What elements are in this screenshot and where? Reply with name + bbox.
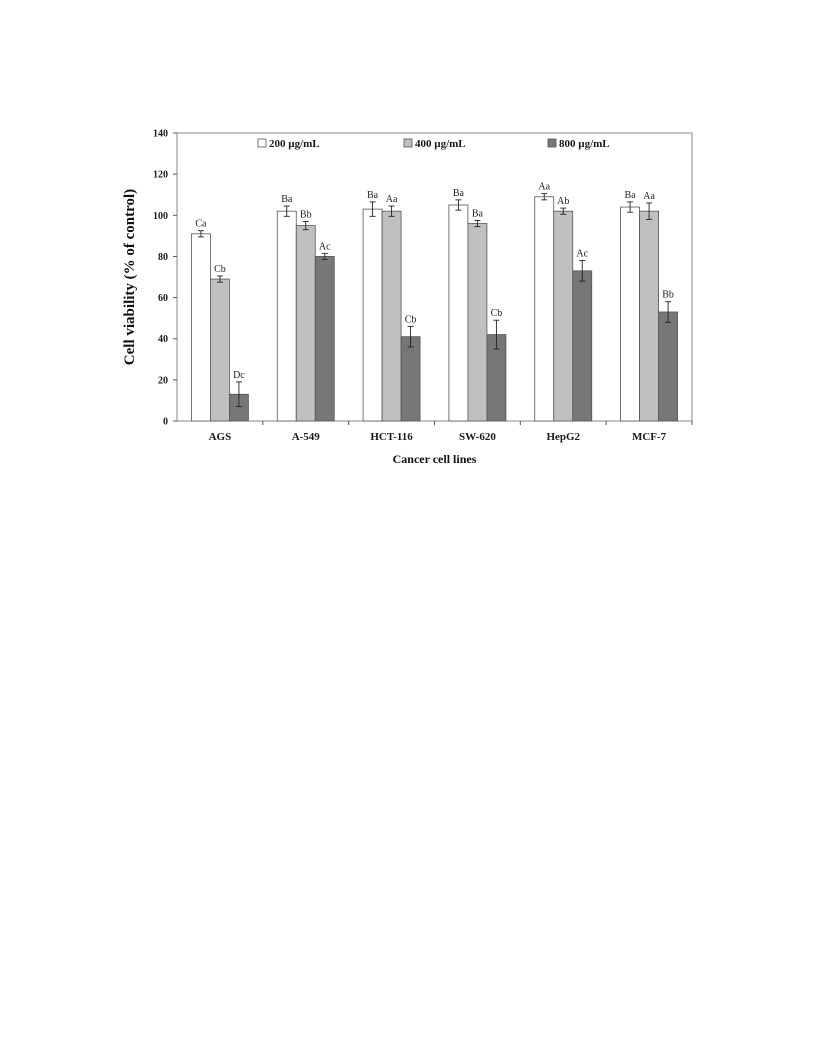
y-tick-label: 80 xyxy=(158,252,168,263)
bar-data-label: Dc xyxy=(233,370,245,381)
bar-data-label: Bb xyxy=(300,209,312,220)
bar-3-hct-116 xyxy=(400,336,421,422)
bar-data-label: Aa xyxy=(386,194,398,205)
y-tick-label: 60 xyxy=(158,293,168,304)
bar-data-label: Ac xyxy=(576,249,588,260)
legend-swatch xyxy=(257,138,267,148)
bar-2-ags xyxy=(210,278,230,422)
y-tick-label: 140 xyxy=(153,129,168,140)
bar-1-ags xyxy=(191,233,211,422)
bar-3-mcf-7 xyxy=(658,311,678,422)
legend-swatch xyxy=(547,138,557,148)
plot-area-frame xyxy=(176,132,693,422)
bar-data-label: Cb xyxy=(491,308,503,319)
y-tick-label: 120 xyxy=(153,170,168,181)
y-tick-label: 0 xyxy=(163,417,168,428)
bar-data-label: Ca xyxy=(195,219,207,230)
y-tick-label: 40 xyxy=(158,334,168,345)
bar-2-hct-116 xyxy=(381,210,402,422)
bar-data-label: Cb xyxy=(214,264,226,275)
bar-data-label: Aa xyxy=(538,182,550,193)
x-category-label: AGS xyxy=(209,431,232,443)
x-category-label: HCT-116 xyxy=(370,431,413,443)
bar-data-label: Aa xyxy=(643,191,655,202)
bar-2-mcf-7 xyxy=(639,210,659,422)
legend-label: 800 µg/mL xyxy=(559,138,610,150)
bar-3-a-549 xyxy=(314,256,335,422)
bar-data-label: Ab xyxy=(557,196,569,207)
bar-2-a-549 xyxy=(295,225,316,422)
bar-data-label: Ba xyxy=(281,194,293,205)
bar-1-hct-116 xyxy=(362,208,383,422)
bar-1-a-549 xyxy=(276,210,297,422)
y-tick-label: 100 xyxy=(153,211,168,222)
x-category-label: MCF-7 xyxy=(632,431,667,443)
bar-1-mcf-7 xyxy=(620,206,640,422)
bar-data-label: Cb xyxy=(405,314,417,325)
bar-data-label: Ac xyxy=(319,241,331,252)
bar-2-hepg2 xyxy=(553,210,574,422)
x-category-label: A-549 xyxy=(292,431,321,443)
bar-1-sw-620 xyxy=(448,204,469,422)
bar-data-label: Bb xyxy=(662,290,674,301)
x-category-label: HepG2 xyxy=(546,431,580,443)
y-axis-title: Cell viability (% of control) xyxy=(122,189,138,365)
bar-1-hepg2 xyxy=(534,196,555,422)
x-category-label: SW-620 xyxy=(459,431,496,443)
bar-data-label: Ba xyxy=(453,188,465,199)
bar-data-label: Ba xyxy=(367,190,379,201)
bar-data-label: Ba xyxy=(625,190,637,201)
legend-label: 200 µg/mL xyxy=(269,138,320,150)
y-tick-label: 20 xyxy=(158,375,168,386)
bar-3-hepg2 xyxy=(572,270,593,422)
legend-swatch xyxy=(403,138,413,148)
x-axis-title: Cancer cell lines xyxy=(393,452,477,466)
legend-label: 400 µg/mL xyxy=(415,138,466,150)
bar-data-label: Ba xyxy=(472,208,484,219)
bar-2-sw-620 xyxy=(467,223,488,422)
